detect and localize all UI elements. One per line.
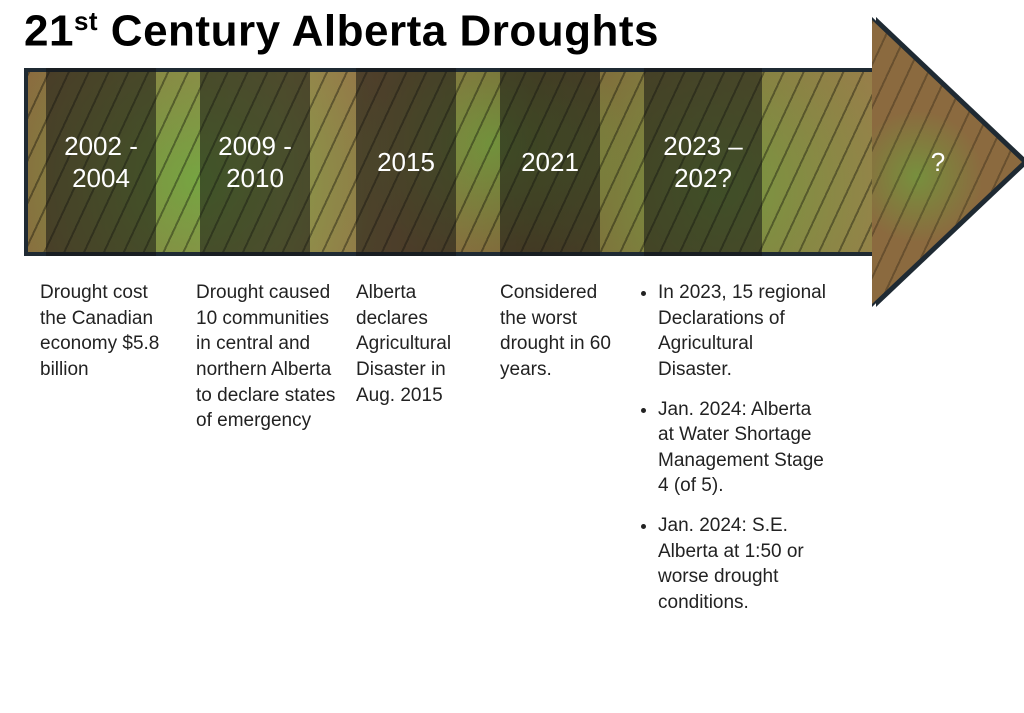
infographic-canvas: 21st Century Alberta Droughts 2002 - 200…	[0, 0, 1024, 713]
period-label-p2015: 2015	[356, 68, 456, 256]
period-label-pfuture: ?	[914, 68, 962, 256]
period-label-p2009: 2009 - 2010	[200, 68, 310, 256]
period-desc-p2015: Alberta declares Agricultural Disaster i…	[356, 280, 486, 408]
page-title: 21st Century Alberta Droughts	[24, 6, 659, 57]
period-desc-item: In 2023, 15 regional Declarations of Agr…	[658, 280, 830, 383]
period-desc-item: Jan. 2024: Alberta at Water Shortage Man…	[658, 397, 830, 500]
period-label-p2023: 2023 – 202?	[644, 68, 762, 256]
period-desc-p2009: Drought caused 10 communities in central…	[196, 280, 346, 434]
period-label-p2002: 2002 - 2004	[46, 68, 156, 256]
period-desc-p2023: In 2023, 15 regional Declarations of Agr…	[640, 280, 830, 630]
period-desc-p2021: Considered the worst drought in 60 years…	[500, 280, 620, 383]
period-desc-p2002: Drought cost the Canadian economy $5.8 b…	[40, 280, 170, 383]
period-desc-item: Jan. 2024: S.E. Alberta at 1:50 or worse…	[658, 513, 830, 616]
timeline-arrow: 2002 - 2004 2009 - 2010 2015 2021 2023 – 202…	[24, 68, 1024, 256]
period-label-p2021: 2021	[500, 68, 600, 256]
